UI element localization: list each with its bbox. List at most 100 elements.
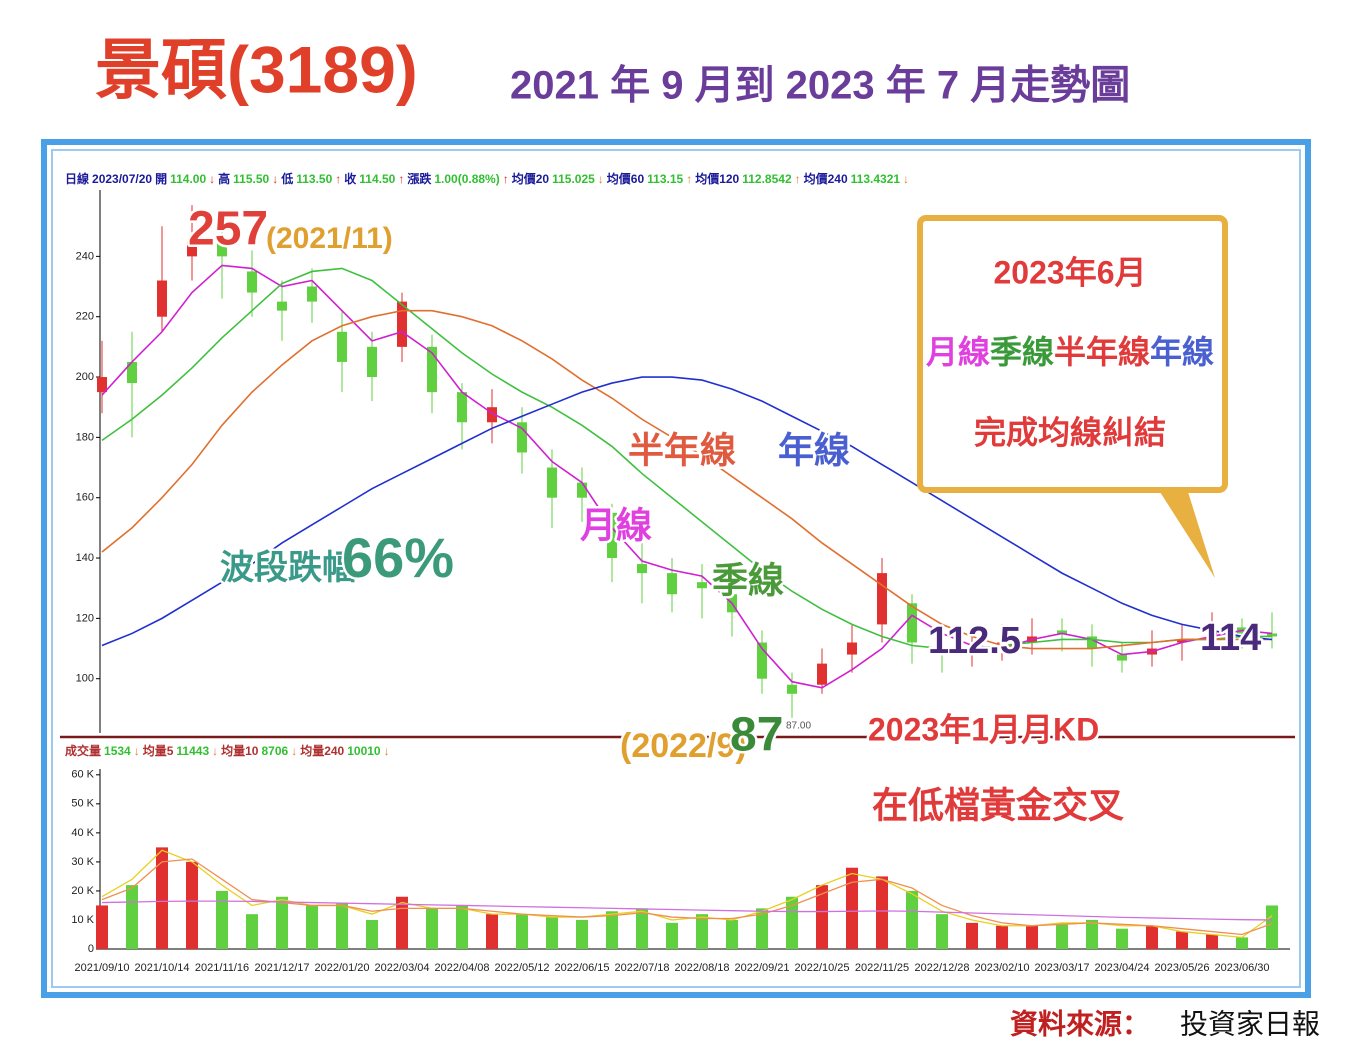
annotation: (2021/11) xyxy=(266,222,393,255)
candle-body xyxy=(427,346,437,393)
x-tick-label: 2021/09/10 xyxy=(74,962,129,974)
candle-body xyxy=(997,642,1007,644)
candle-body xyxy=(517,422,527,453)
header-item: 11443 xyxy=(176,744,209,758)
header-item: 10010 xyxy=(347,744,381,758)
candle-body xyxy=(547,467,557,498)
annotation: 112.5 xyxy=(928,620,1021,662)
bar xyxy=(546,917,558,949)
header-item: 開 xyxy=(155,172,167,186)
candle-body xyxy=(967,648,977,655)
header-item: ↑ xyxy=(398,172,404,186)
x-tick-label: 2022/06/15 xyxy=(554,962,609,974)
x-tick-label: 2022/09/21 xyxy=(734,962,789,974)
bar xyxy=(1026,925,1038,949)
candle-body xyxy=(1057,630,1067,634)
header-item: 1.00(0.88%) xyxy=(434,172,499,186)
line xyxy=(101,376,1273,647)
header-item: 均價240 xyxy=(804,171,848,186)
candle-body xyxy=(1207,630,1217,637)
bar xyxy=(576,919,588,949)
header-item: 均價60 xyxy=(607,171,645,186)
annotation: 257 xyxy=(188,203,268,256)
header-item: 115.025 xyxy=(552,172,595,186)
bar xyxy=(996,925,1008,949)
source: 投資家日報 xyxy=(1180,1008,1320,1039)
candle-body xyxy=(577,482,587,498)
candle-body xyxy=(307,286,317,302)
y-tick-label: 140 xyxy=(76,552,94,564)
header-item: ↓ xyxy=(384,744,390,758)
y-tick-label: 220 xyxy=(76,311,94,323)
bar xyxy=(606,911,618,949)
header: 日線 2023/07/20 開 114.00 ↓ 高 115.50 ↓ 低 113.50 ↑ 收 114… xyxy=(65,171,909,186)
header-item: 低 xyxy=(280,171,293,186)
bar xyxy=(516,914,528,949)
x-tick-label: 2022/03/04 xyxy=(374,962,429,974)
bar xyxy=(1176,931,1188,949)
candle-body xyxy=(217,241,227,257)
header-item: 高 xyxy=(218,171,230,186)
annotation: 月線 xyxy=(580,505,652,546)
x-tick-label: 2023/04/24 xyxy=(1094,962,1149,974)
candle-body xyxy=(937,648,947,655)
candle-body xyxy=(907,603,917,643)
candle-body xyxy=(847,642,857,655)
candle-body xyxy=(367,346,377,378)
candle-body xyxy=(277,301,287,311)
header-item: 收 xyxy=(344,171,356,186)
header-item: ↑ xyxy=(686,172,692,186)
header-item: 均價20 xyxy=(512,171,550,186)
header-item: 112.8542 xyxy=(742,172,792,186)
x-tick-label: 2021/10/14 xyxy=(134,962,189,974)
candle-body xyxy=(787,684,797,694)
header-item: ↓ xyxy=(903,172,909,186)
candle-body xyxy=(1267,633,1277,637)
bar xyxy=(186,861,198,949)
header-item: ↓ xyxy=(272,172,278,186)
annotation: 在低檔黃金交叉 xyxy=(872,785,1124,826)
header-item: ↓ xyxy=(134,744,140,758)
bar xyxy=(786,896,798,949)
header-item: 113.50 xyxy=(296,172,332,186)
bar xyxy=(1206,934,1218,949)
y-tick-label: 20 K xyxy=(71,885,94,897)
annotations: 257 (2021/11) 波段跌幅 66% 半年線 年線 月線 季線 112.… xyxy=(186,200,1264,828)
header-item: ↑ xyxy=(795,172,801,186)
annotation: 年線 xyxy=(778,430,850,471)
line xyxy=(101,858,1273,936)
y-tick-label: 30 K xyxy=(71,856,94,868)
bar xyxy=(396,896,408,949)
y-tick-label: 10 K xyxy=(71,914,94,926)
bar xyxy=(126,885,138,949)
bar xyxy=(156,847,168,949)
callout-text: 季線 xyxy=(990,334,1054,370)
bar xyxy=(366,919,378,949)
y-tick-label: 100 xyxy=(76,673,94,685)
y-tick-label: 240 xyxy=(76,250,94,262)
line xyxy=(101,267,1272,650)
x-tick-label: 2021/11/16 xyxy=(195,962,249,974)
header-item: 2023/07/20 xyxy=(92,172,152,186)
callout-text: 半年線 xyxy=(1054,334,1150,370)
bar xyxy=(96,905,108,949)
bar xyxy=(726,919,738,949)
candle-body xyxy=(607,512,617,559)
bar xyxy=(1086,919,1098,949)
candle-body xyxy=(457,392,467,423)
callout-text: 年線 xyxy=(1150,334,1214,370)
y-tick-label: 0 xyxy=(88,943,94,955)
bar xyxy=(1236,937,1248,949)
x-tick-label: 2022/10/25 xyxy=(794,962,849,974)
bar xyxy=(306,905,318,949)
x-tick-label: 2022/08/18 xyxy=(674,962,729,974)
candle-body xyxy=(877,573,887,625)
y-tick-label: 160 xyxy=(76,492,94,504)
bar xyxy=(1056,922,1068,949)
header-item: 114.50 xyxy=(359,172,395,186)
header-item: 均量10 xyxy=(221,743,259,758)
bar xyxy=(966,922,978,949)
bar xyxy=(426,908,438,949)
callout-text: 月線 xyxy=(926,334,990,370)
